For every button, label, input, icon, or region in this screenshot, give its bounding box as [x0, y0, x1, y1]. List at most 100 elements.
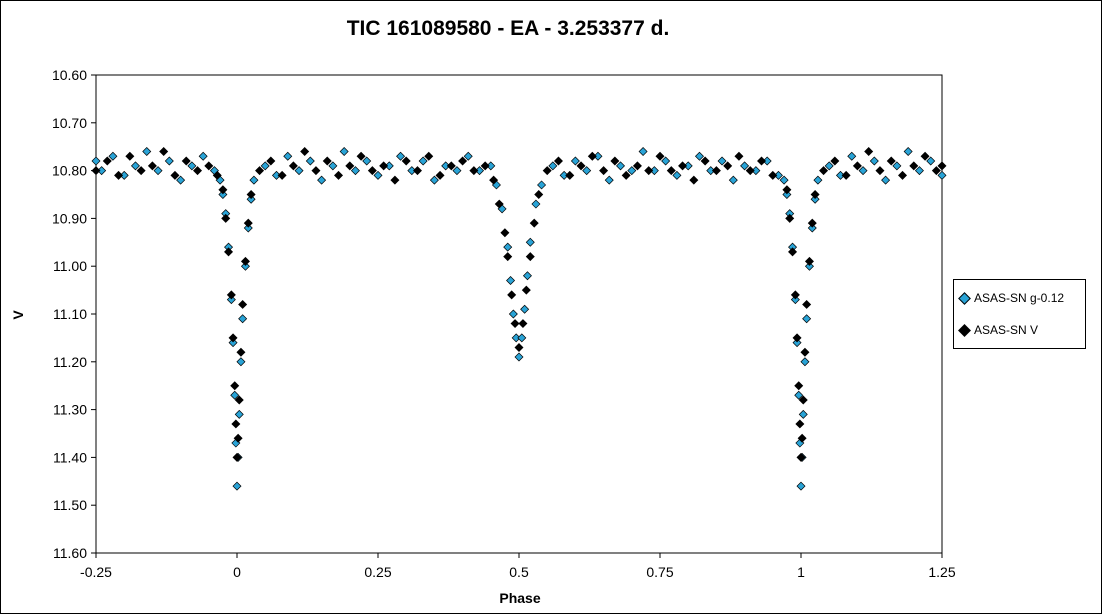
data-point-g — [130, 161, 140, 171]
data-point-v — [102, 156, 112, 166]
data-point-v — [937, 161, 947, 171]
data-point-g — [503, 242, 513, 252]
data-point-g — [230, 390, 240, 400]
data-point-g — [672, 170, 682, 180]
data-points — [91, 146, 947, 491]
x-axis-label: Phase — [499, 590, 540, 606]
data-point-v — [711, 166, 721, 176]
legend-label-g: ASAS-SN g-0.12 — [974, 291, 1065, 305]
data-point-g — [881, 175, 891, 185]
data-point-v — [782, 185, 792, 195]
data-point-g — [800, 357, 810, 367]
data-point-g — [228, 338, 238, 348]
y-tick-label: 10.80 — [52, 163, 87, 179]
data-point-v — [236, 347, 246, 357]
data-point-v — [521, 285, 531, 295]
data-point-v — [231, 419, 241, 429]
data-point-v — [666, 166, 676, 176]
legend-item-g: ASAS-SN g-0.12 — [958, 290, 1065, 306]
data-point-g — [926, 156, 936, 166]
data-point-v — [246, 190, 256, 199]
data-point-g — [260, 161, 270, 171]
data-point-v — [723, 161, 733, 171]
data-point-v — [424, 151, 434, 161]
data-point-v — [734, 151, 744, 161]
data-point-v — [804, 256, 814, 266]
data-point-g — [350, 166, 360, 176]
data-point-g — [236, 357, 246, 367]
data-point-v — [807, 218, 817, 228]
data-point-v — [238, 299, 248, 309]
data-point-v — [390, 175, 400, 185]
data-point-g — [246, 194, 256, 204]
data-point-v — [802, 299, 812, 309]
data-point-v — [655, 151, 665, 161]
data-point-g — [418, 156, 428, 166]
legend-item-v: ASAS-SN V — [958, 322, 1039, 338]
data-point-g — [796, 481, 806, 491]
data-point-g — [740, 161, 750, 171]
data-point-g — [903, 146, 913, 156]
data-point-g — [243, 223, 253, 233]
data-point-v — [576, 161, 586, 171]
data-point-g — [91, 156, 101, 166]
data-point-v — [228, 333, 238, 343]
data-point-g — [283, 151, 293, 161]
data-point-v — [435, 170, 445, 180]
data-point-v — [226, 290, 236, 300]
data-point-g — [798, 409, 808, 419]
data-point-g — [429, 175, 439, 185]
data-point-v — [322, 156, 332, 166]
y-tick-label: 10.90 — [52, 210, 87, 226]
data-point-v — [819, 166, 829, 176]
data-point-v — [768, 170, 778, 180]
data-point-v — [610, 156, 620, 166]
y-tick-label: 11.60 — [53, 545, 87, 561]
chart-legend: ASAS-SN g-0.12 ASAS-SN V — [953, 279, 1086, 349]
data-point-v — [193, 166, 203, 176]
data-point-v — [230, 381, 240, 391]
data-point-v — [507, 290, 517, 300]
data-point-v — [529, 218, 539, 228]
y-tick-label: 11.20 — [53, 354, 87, 370]
data-point-g — [570, 156, 580, 166]
data-point-g — [807, 223, 817, 233]
data-point-g — [627, 166, 637, 176]
data-point-v — [909, 161, 919, 171]
data-point-v — [114, 170, 124, 180]
data-point-g — [525, 237, 535, 247]
data-point-v — [218, 185, 228, 195]
data-point-g — [238, 314, 248, 324]
legend-label-v: ASAS-SN V — [974, 323, 1039, 337]
data-point-v — [503, 252, 513, 262]
data-point-v — [898, 170, 908, 180]
data-point-g — [452, 166, 462, 176]
data-point-g — [396, 151, 406, 161]
data-point-v — [795, 419, 805, 429]
data-point-v — [469, 166, 479, 176]
data-point-g — [517, 333, 527, 343]
data-point-v — [678, 161, 688, 171]
data-point-v — [91, 166, 101, 176]
data-point-g — [198, 151, 208, 161]
data-point-g — [339, 146, 349, 156]
data-point-v — [794, 381, 804, 391]
data-point-g — [317, 175, 327, 185]
data-point-v — [234, 395, 244, 405]
data-point-v — [159, 146, 169, 156]
data-point-g — [616, 161, 626, 171]
data-point-g — [813, 175, 823, 185]
x-tick-label: 1 — [797, 564, 805, 580]
data-point-g — [869, 156, 879, 166]
data-point-g — [548, 161, 558, 171]
data-point-g — [305, 156, 315, 166]
data-point-v — [345, 161, 355, 171]
data-point-v — [181, 156, 191, 166]
y-axis: 10.60 10.70 10.80 10.90 11.00 11.10 11.20 11.30… — [52, 67, 96, 561]
plot-border — [95, 74, 943, 554]
data-point-v — [841, 170, 851, 180]
data-point-v — [525, 252, 535, 262]
data-point-v — [621, 170, 631, 180]
data-point-v — [632, 161, 642, 171]
data-point-g — [164, 156, 174, 166]
